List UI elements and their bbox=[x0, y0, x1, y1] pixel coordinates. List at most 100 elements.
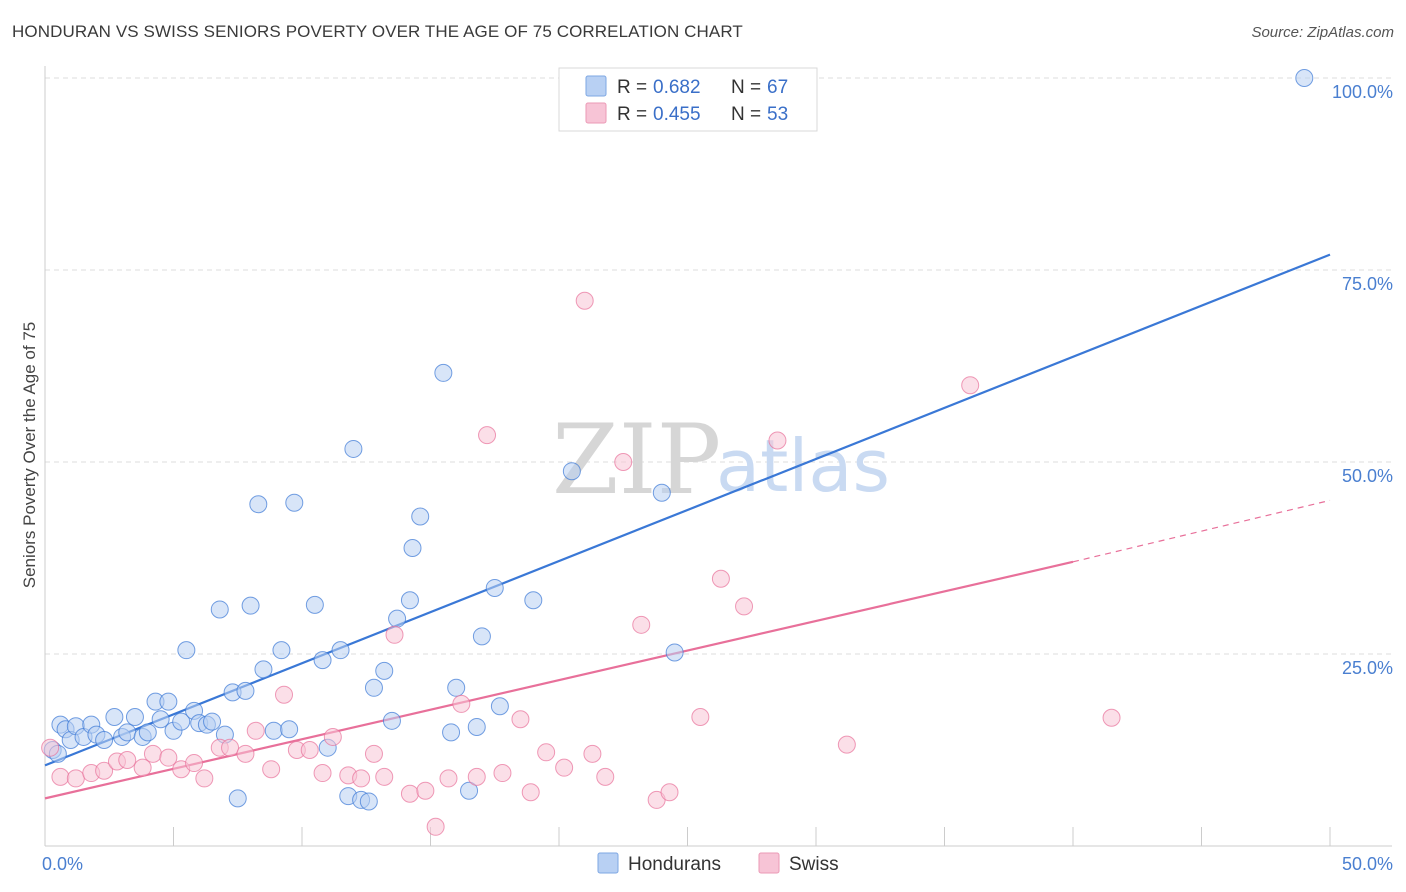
swiss-point bbox=[375, 767, 394, 786]
honduran-point bbox=[524, 591, 543, 610]
series-legend: Hondurans Swiss bbox=[597, 852, 839, 875]
swiss-point bbox=[95, 761, 114, 780]
swiss-point bbox=[221, 738, 240, 757]
x-tick-labels: 0.0% 50.0% bbox=[42, 854, 1393, 874]
swiss-point bbox=[478, 426, 497, 445]
grid-lines bbox=[45, 77, 1392, 655]
honduran-point bbox=[203, 712, 222, 731]
swiss-point bbox=[323, 727, 342, 746]
honduran-point bbox=[359, 792, 378, 811]
swiss-point bbox=[521, 783, 540, 802]
honduran-point bbox=[138, 723, 157, 742]
honduran-point bbox=[442, 723, 461, 742]
swiss-point bbox=[439, 769, 458, 788]
honduran-point bbox=[95, 731, 114, 750]
swiss-point bbox=[66, 769, 85, 788]
honduran-point bbox=[272, 641, 291, 660]
honduran-point bbox=[467, 717, 486, 736]
legend-swatch-swiss bbox=[585, 102, 607, 124]
honduran-point bbox=[305, 595, 324, 614]
honduran-point bbox=[375, 661, 394, 680]
swiss-point bbox=[416, 781, 435, 800]
swiss-point bbox=[632, 615, 651, 634]
honduran-point bbox=[331, 641, 350, 660]
trend-lines bbox=[44, 253, 1331, 800]
honduran-point bbox=[172, 712, 191, 731]
swiss-point bbox=[691, 707, 710, 726]
honduran-point bbox=[344, 439, 363, 458]
swiss-point bbox=[118, 750, 137, 769]
swiss-point bbox=[1102, 708, 1121, 727]
swiss-point bbox=[452, 694, 471, 713]
swiss-point bbox=[159, 748, 178, 767]
swiss-point bbox=[364, 744, 383, 763]
honduran-point bbox=[652, 483, 671, 502]
swiss-point bbox=[596, 767, 615, 786]
y-tick-label: 50.0% bbox=[1342, 466, 1393, 486]
honduran-point bbox=[254, 660, 273, 679]
swiss-point bbox=[837, 735, 856, 754]
swiss-point bbox=[195, 769, 214, 788]
legend-n-value-1: 67 bbox=[767, 77, 788, 98]
axes bbox=[44, 66, 1392, 847]
swiss-point bbox=[246, 721, 265, 740]
honduran-point bbox=[364, 678, 383, 697]
y-tick-label: 25.0% bbox=[1342, 658, 1393, 678]
x-tick-label: 0.0% bbox=[42, 854, 83, 874]
swiss-point bbox=[352, 769, 371, 788]
swiss-point bbox=[51, 767, 70, 786]
honduran-point bbox=[151, 710, 170, 729]
honduran-point bbox=[264, 721, 283, 740]
swiss-point bbox=[236, 744, 255, 763]
swiss-trend-extension bbox=[1072, 499, 1331, 563]
x-tick-label: 50.0% bbox=[1342, 854, 1393, 874]
honduran-point bbox=[490, 697, 509, 716]
watermark-zip: ZIP bbox=[552, 404, 721, 516]
chart-title: HONDURAN VS SWISS SENIORS POVERTY OVER T… bbox=[12, 22, 743, 41]
honduran-point bbox=[177, 641, 196, 660]
honduran-point bbox=[472, 627, 491, 646]
legend-r-label-2: R = bbox=[617, 104, 647, 125]
swiss-point bbox=[300, 741, 319, 759]
swiss-point bbox=[735, 597, 754, 616]
legend-n-label-1: N = bbox=[731, 77, 761, 98]
honduran-point bbox=[665, 643, 684, 662]
swiss-trend-line bbox=[44, 560, 1074, 800]
honduran-point bbox=[105, 707, 124, 726]
swiss-point bbox=[385, 625, 404, 644]
honduran-point bbox=[460, 781, 479, 800]
swiss-point bbox=[400, 784, 419, 803]
honduran-point bbox=[400, 591, 419, 610]
correlation-legend: R = 0.682 N = 67 R = 0.455 N = 53 bbox=[558, 67, 818, 132]
watermark-atlas: atlas bbox=[716, 424, 890, 508]
source-label: Source: ZipAtlas.com bbox=[1251, 24, 1394, 41]
swiss-point bbox=[768, 431, 787, 450]
honduran-point bbox=[159, 692, 178, 711]
swiss-point bbox=[537, 743, 556, 762]
data-points bbox=[41, 69, 1314, 836]
honduran-point bbox=[388, 609, 407, 628]
y-tick-label: 75.0% bbox=[1342, 274, 1393, 294]
honduran-point bbox=[562, 462, 581, 481]
swiss-point bbox=[583, 744, 602, 763]
swiss-point bbox=[511, 710, 530, 729]
honduran-point bbox=[280, 720, 299, 739]
swiss-point bbox=[426, 817, 445, 836]
swiss-point bbox=[711, 569, 730, 588]
honduran-point bbox=[434, 363, 453, 382]
y-tick-labels: 25.0% 50.0% 75.0% 100.0% bbox=[1332, 82, 1393, 678]
honduran-point bbox=[228, 789, 247, 808]
honduran-point bbox=[285, 493, 304, 512]
swiss-point bbox=[555, 758, 574, 777]
swiss-point bbox=[275, 685, 294, 704]
y-tick-label: 100.0% bbox=[1332, 82, 1393, 102]
legend-n-value-2: 53 bbox=[767, 104, 788, 125]
swiss-point bbox=[614, 453, 633, 471]
honduran-point bbox=[485, 578, 504, 597]
legend-n-label-2: N = bbox=[731, 104, 761, 125]
honduran-point bbox=[241, 596, 260, 615]
honduran-point bbox=[249, 495, 268, 514]
honduran-point bbox=[236, 681, 255, 700]
legend-swatch-hondurans bbox=[585, 75, 607, 97]
